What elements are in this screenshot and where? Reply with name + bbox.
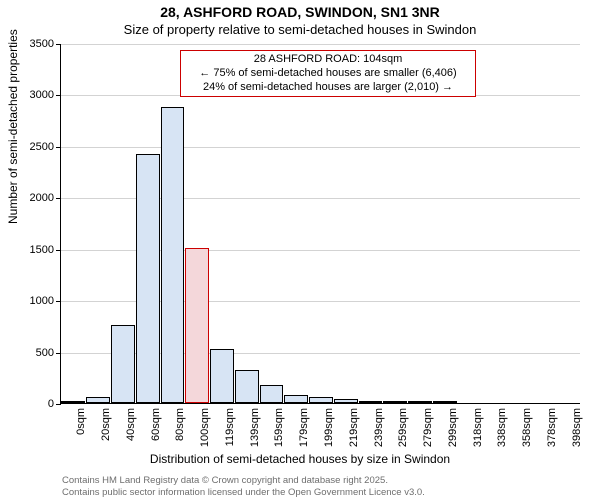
ytick-mark: [56, 44, 61, 45]
xtick-label: 119sqm: [224, 408, 236, 468]
footer: Contains HM Land Registry data © Crown c…: [62, 475, 425, 498]
xtick-label: 378sqm: [546, 408, 558, 468]
bar: [260, 385, 284, 404]
ytick-mark: [56, 95, 61, 96]
grid-line: [61, 147, 580, 148]
xtick-label: 219sqm: [348, 408, 360, 468]
bar: [86, 397, 110, 403]
callout-box: 28 ASHFORD ROAD: 104sqm ← 75% of semi-de…: [180, 50, 476, 97]
ytick-mark: [56, 301, 61, 302]
xtick-label: 100sqm: [199, 408, 211, 468]
plot-area: [60, 44, 580, 404]
ytick-mark: [56, 147, 61, 148]
bar: [111, 325, 135, 403]
bar: [61, 401, 85, 403]
xtick-label: 0sqm: [75, 408, 87, 468]
bar: [408, 401, 432, 403]
xtick-label: 299sqm: [447, 408, 459, 468]
xtick-label: 338sqm: [496, 408, 508, 468]
footer-line: Contains HM Land Registry data © Crown c…: [62, 475, 425, 486]
callout-line: 28 ASHFORD ROAD: 104sqm: [185, 53, 471, 67]
ytick-label: 2500: [14, 141, 54, 153]
xtick-label: 179sqm: [298, 408, 310, 468]
xtick-label: 159sqm: [273, 408, 285, 468]
footer-line: Contains public sector information licen…: [62, 487, 425, 498]
xtick-label: 40sqm: [125, 408, 137, 468]
ytick-label: 3500: [14, 38, 54, 50]
bar: [210, 349, 234, 404]
ytick-label: 1500: [14, 244, 54, 256]
ytick-label: 1000: [14, 295, 54, 307]
xtick-label: 318sqm: [472, 408, 484, 468]
callout-line: 24% of semi-detached houses are larger (…: [185, 81, 471, 95]
callout-line: ← 75% of semi-detached houses are smalle…: [185, 67, 471, 81]
ytick-mark: [56, 250, 61, 251]
bar: [309, 397, 333, 403]
bar: [433, 401, 457, 403]
bar: [334, 399, 358, 403]
ytick-mark: [56, 353, 61, 354]
bar: [383, 401, 407, 403]
ytick-label: 3000: [14, 89, 54, 101]
xtick-label: 60sqm: [150, 408, 162, 468]
ytick-mark: [56, 404, 61, 405]
chart-page: 28, ASHFORD ROAD, SWINDON, SN1 3NR Size …: [0, 0, 600, 500]
grid-line: [61, 44, 580, 45]
xtick-label: 239sqm: [373, 408, 385, 468]
chart-title: 28, ASHFORD ROAD, SWINDON, SN1 3NR: [0, 4, 600, 20]
xtick-label: 259sqm: [397, 408, 409, 468]
bar: [284, 395, 308, 403]
ytick-mark: [56, 198, 61, 199]
ytick-label: 500: [14, 347, 54, 359]
bar: [359, 401, 383, 403]
chart-subtitle: Size of property relative to semi-detach…: [0, 22, 600, 37]
xtick-label: 20sqm: [100, 408, 112, 468]
xtick-label: 279sqm: [422, 408, 434, 468]
xtick-label: 199sqm: [323, 408, 335, 468]
xtick-label: 398sqm: [571, 408, 583, 468]
ytick-label: 0: [14, 398, 54, 410]
bar: [235, 370, 259, 403]
xtick-label: 139sqm: [249, 408, 261, 468]
xtick-label: 358sqm: [521, 408, 533, 468]
bar: [161, 107, 185, 403]
ytick-label: 2000: [14, 192, 54, 204]
bar: [136, 154, 160, 403]
xtick-label: 80sqm: [174, 408, 186, 468]
highlight-bar: [185, 248, 209, 403]
